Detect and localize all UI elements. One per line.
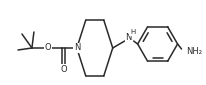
Text: N: N	[73, 44, 80, 53]
Text: N: N	[125, 33, 131, 42]
Text: O: O	[60, 65, 66, 74]
Text: O: O	[44, 44, 51, 53]
Text: NH₂: NH₂	[186, 48, 201, 57]
Text: H: H	[129, 29, 135, 35]
